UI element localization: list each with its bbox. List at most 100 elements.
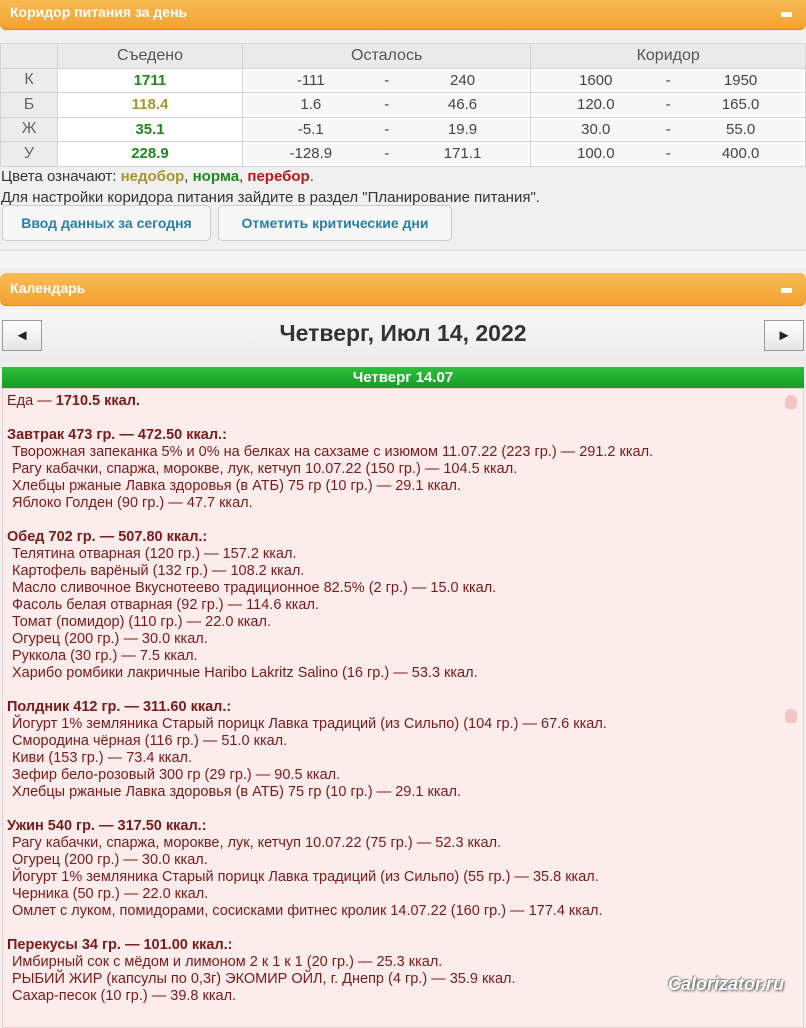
corridor-to: 55.0	[726, 120, 756, 138]
left-to: 240	[450, 71, 476, 89]
hand-icon[interactable]	[785, 395, 797, 409]
food-item[interactable]: Омлет с луком, помидорами, сосисками фит…	[12, 903, 603, 919]
corridor-row: У 228.9 -128.9 - 171.1 100.0 - 400.0	[0, 141, 806, 167]
food-total-value: 1710.5 ккал.	[55, 393, 140, 409]
col-header: Коридор	[530, 43, 806, 69]
food-item[interactable]: Смородина чёрная (116 гр.) — 51.0 ккал.	[12, 733, 288, 749]
meal-header[interactable]: Завтрак 473 гр. — 472.50 ккал.:	[7, 427, 227, 443]
panel-title: Коридор питания за день	[10, 4, 188, 20]
food-item[interactable]: Йогурт 1% земляника Старый порицк Лавка …	[12, 716, 607, 732]
food-item[interactable]: Имбирный сок с мёдом и лимоном 2 к 1 к 1…	[12, 954, 443, 970]
food-label: Еда —	[7, 393, 56, 409]
food-item[interactable]: Творожная запеканка 5% и 0% на белках на…	[12, 444, 654, 460]
legend-norm: норма	[192, 168, 240, 185]
nutrient-label: Б	[0, 92, 58, 118]
food-item[interactable]: Рагу кабачки, спаржа, морокве, лук, кетч…	[12, 461, 518, 477]
corridor-to: 165.0	[721, 96, 760, 114]
left-from: -128.9	[289, 145, 333, 163]
day-label: Четверг 14.07	[2, 367, 804, 388]
corridor-from: 120.0	[577, 96, 615, 114]
day-food-log: Еда — 1710.5 ккал. Завтрак 473 гр. — 472…	[2, 388, 804, 1028]
food-item[interactable]: Масло сливочное Вкуснотеево традиционное…	[12, 580, 497, 596]
legend-under: недобор	[120, 168, 185, 185]
left-to: 19.9	[447, 120, 478, 138]
spacer	[7, 682, 799, 699]
corridor-panel-header[interactable]: Коридор питания за день	[0, 0, 806, 30]
food-item[interactable]: Хлебцы ржаные Лавка здоровья (в АТБ) 75 …	[12, 784, 462, 800]
food-item[interactable]: Фасоль белая отварная (92 гр.) — 114.6 к…	[12, 597, 319, 613]
food-item[interactable]: Хлебцы ржаные Лавка здоровья (в АТБ) 75 …	[12, 478, 462, 494]
food-item[interactable]: Руккола (30 гр.) — 7.5 ккал.	[12, 648, 198, 664]
col-header: Съедено	[57, 43, 243, 69]
dash: -	[384, 145, 390, 163]
divider	[0, 250, 806, 268]
left-to: 171.1	[443, 145, 482, 163]
corridor-hint: Для настройки коридора питания зайдите в…	[1, 189, 540, 206]
dash: -	[665, 71, 671, 89]
corridor-row: Ж 35.1 -5.1 - 19.9 30.0 - 55.0	[0, 116, 806, 142]
corridor-to: 1950	[723, 71, 758, 89]
meal-header[interactable]: Полдник 412 гр. — 311.60 ккал.:	[7, 699, 232, 715]
spacer	[7, 920, 799, 937]
corridor-from: 1600	[579, 71, 613, 89]
dash: -	[384, 120, 390, 138]
left-from: -111	[296, 71, 325, 89]
food-item[interactable]: Томат (помидор) (110 гр.) — 22.0 ккал.	[12, 614, 271, 630]
minimize-icon[interactable]	[781, 12, 792, 17]
corridor-table: Съедено Осталось Коридор К 1711 -111 - 240…	[0, 43, 806, 167]
spacer	[7, 801, 799, 818]
corridor-from: 30.0	[581, 120, 611, 138]
food-item[interactable]: Яблоко Голден (90 гр.) — 47.7 ккал.	[12, 495, 253, 511]
meal-header[interactable]: Ужин 540 гр. — 317.50 ккал.:	[7, 818, 207, 834]
eaten-value: 1711	[57, 67, 243, 93]
mark-critical-days-button[interactable]: Отметить критические дни	[218, 205, 452, 241]
date-title: Четверг, Июл 14, 2022	[279, 320, 527, 346]
food-item[interactable]: Телятина отварная (120 гр.) — 157.2 ккал…	[12, 546, 297, 562]
dash: -	[384, 71, 390, 89]
calendar-panel-header[interactable]: Календарь	[0, 273, 806, 306]
food-item[interactable]: Огурец (200 гр.) — 30.0 ккал.	[12, 631, 208, 647]
nutrient-label: Ж	[0, 116, 58, 142]
left-from: 1.6	[300, 96, 322, 114]
enter-today-data-button[interactable]: Ввод данных за сегодня	[2, 205, 211, 241]
food-item[interactable]: Черника (50 гр.) — 22.0 ккал.	[12, 886, 209, 902]
food-item[interactable]: Киви (153 гр.) — 73.4 ккал.	[12, 750, 193, 766]
legend-over: перебор	[247, 168, 310, 185]
food-item[interactable]: Огурец (200 гр.) — 30.0 ккал.	[12, 852, 208, 868]
food-item[interactable]: Картофель варёный (132 гр.) — 108.2 ккал…	[12, 563, 305, 579]
meal-header[interactable]: Перекусы 34 гр. — 101.00 ккал.:	[7, 937, 233, 953]
date-navigation	[0, 310, 806, 362]
nutrient-label: К	[0, 67, 58, 93]
food-item[interactable]: Зефир бело-розовый 300 гр (29 гр.) — 90.…	[12, 767, 341, 783]
eaten-value: 228.9	[57, 141, 243, 167]
corridor-row: К 1711 -111 - 240 1600 - 1950	[0, 67, 806, 93]
eaten-value: 35.1	[57, 116, 243, 142]
legend: Цвета означают: недобор, норма, перебор.…	[1, 168, 540, 206]
watermark-logo: Calorizator.ru	[667, 974, 784, 994]
food-item[interactable]: Харибо ромбики лакричные Haribo Lakritz …	[12, 665, 478, 681]
nutrient-label: У	[0, 141, 58, 167]
corridor-to: 400.0	[721, 145, 760, 163]
col-header	[0, 43, 58, 69]
dash: -	[665, 120, 671, 138]
dash: -	[384, 96, 390, 114]
food-item[interactable]: Йогурт 1% земляника Старый порицк Лавка …	[12, 869, 599, 885]
col-header: Осталось	[241, 43, 532, 69]
meal-header[interactable]: Обед 702 гр. — 507.80 ккал.:	[7, 529, 208, 545]
left-to: 46.6	[447, 96, 478, 114]
panel-title: Календарь	[10, 280, 86, 296]
corridor-from: 100.0	[577, 145, 615, 163]
next-day-button[interactable]: ►	[764, 320, 804, 351]
eaten-value: 118.4	[57, 92, 243, 118]
left-from: -5.1	[297, 120, 324, 138]
spacer	[7, 512, 799, 529]
prev-day-button[interactable]: ◄	[2, 320, 42, 351]
dash: -	[665, 96, 671, 114]
dash: -	[665, 145, 671, 163]
minimize-icon[interactable]	[781, 288, 792, 293]
hand-icon[interactable]	[785, 709, 797, 723]
food-item[interactable]: Сахар-песок (10 гр.) — 39.8 ккал.	[12, 988, 237, 1004]
food-item[interactable]: РЫБИЙ ЖИР (капсулы по 0,3г) ЭКОМИР ОЙЛ, …	[12, 971, 516, 987]
corridor-row: Б 118.4 1.6 - 46.6 120.0 - 165.0	[0, 92, 806, 118]
food-item[interactable]: Рагу кабачки, спаржа, морокве, лук, кетч…	[12, 835, 502, 851]
